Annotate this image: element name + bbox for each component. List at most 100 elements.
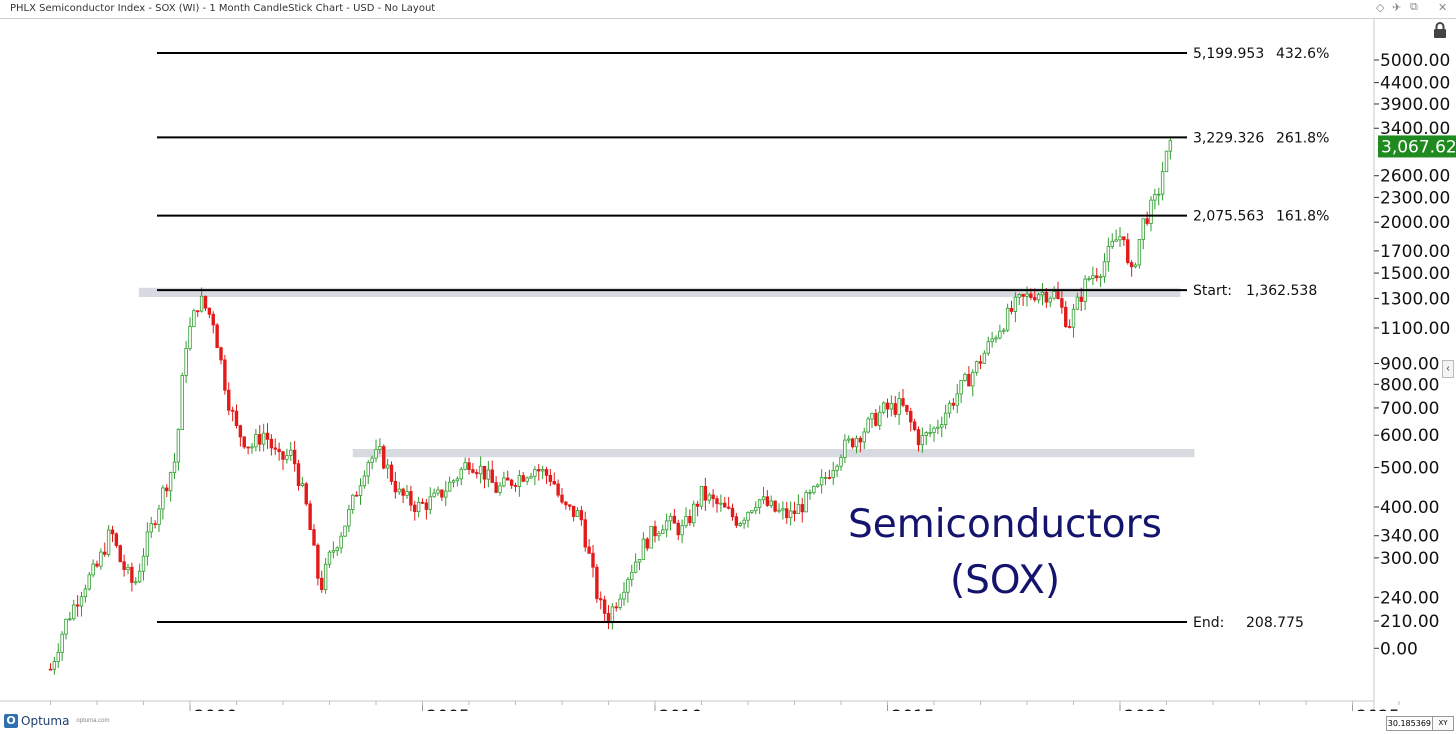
candle-body (246, 446, 250, 449)
candle (641, 532, 646, 560)
optuma-logo: O Optuma optuma.com (4, 714, 109, 728)
candle-body (316, 544, 320, 579)
support-zone-0 (138, 287, 1181, 298)
candle (909, 407, 913, 432)
candle (397, 481, 401, 495)
collapse-panel-button[interactable]: ‹ (1442, 360, 1454, 378)
candle (874, 408, 878, 427)
send-icon[interactable]: ✈ (1392, 2, 1402, 14)
candle (971, 369, 975, 397)
candle-body (362, 475, 367, 487)
candle-body (1133, 264, 1138, 268)
candle (951, 398, 956, 410)
candle-body (630, 571, 634, 580)
candle (1149, 196, 1153, 232)
candle-body (471, 469, 475, 473)
candle-body (83, 588, 88, 598)
candle-body (978, 361, 983, 364)
candle (878, 405, 882, 431)
candle (382, 444, 386, 470)
candle (897, 391, 901, 425)
candle (1160, 161, 1165, 201)
candle-body (48, 668, 53, 671)
candle (48, 663, 53, 671)
candle-body (382, 446, 386, 469)
candle (792, 501, 797, 522)
candle-body (99, 551, 103, 567)
candle (285, 448, 289, 464)
candle-body (75, 604, 80, 607)
candle (498, 481, 502, 496)
candle-body (719, 502, 723, 505)
window-title: PHLX Semiconductor Index - SOX (WI) - 1 … (10, 3, 436, 14)
candle (459, 466, 463, 486)
candle (986, 336, 990, 356)
candle (486, 461, 491, 488)
candle (172, 453, 177, 479)
lock-icon[interactable] (1432, 21, 1448, 39)
pin-icon[interactable]: ◇ (1376, 2, 1385, 14)
candle (684, 507, 688, 529)
candlestick-chart[interactable]: 5,199.953 432.6% 3,229.326 261.8% 2,075.563 1… (0, 19, 1456, 711)
candle-body (1044, 291, 1049, 303)
candle-body (587, 546, 591, 554)
candle-body (990, 338, 994, 343)
xy-toggle-button[interactable]: XY (1432, 716, 1454, 731)
support-zone-1 (352, 449, 1195, 458)
candle-body (467, 462, 471, 471)
candle-body (680, 525, 684, 536)
price-tick-label: 1300.00 (1380, 289, 1450, 309)
candle (928, 424, 932, 438)
candle (1129, 260, 1134, 277)
time-tick-label: 2020 (1124, 707, 1167, 711)
candle (149, 516, 153, 538)
candle-body (614, 606, 618, 609)
candle-body (649, 526, 653, 549)
level-value-0: 432.6% (1276, 46, 1329, 62)
price-tick-label: 340.00 (1380, 527, 1439, 547)
candle-body (1122, 236, 1126, 241)
candle (866, 416, 870, 434)
candle (79, 592, 84, 617)
candle-body (486, 469, 491, 480)
candle (300, 476, 305, 488)
candle (781, 501, 785, 520)
chart-annotation-line-2: (SOX) (950, 558, 1060, 603)
candle-body (947, 402, 952, 414)
level-label-0: 5,199.953 (1193, 46, 1264, 62)
candle-body (544, 469, 549, 476)
price-tick-label: 500.00 (1380, 458, 1439, 478)
candle-body (141, 555, 146, 572)
price-tick-label: 300.00 (1380, 549, 1439, 569)
candle (630, 564, 634, 587)
candle-body (618, 598, 622, 608)
close-window-icon[interactable]: ✕ (1438, 2, 1448, 14)
candle (633, 553, 638, 574)
candle (529, 472, 533, 480)
candle (52, 656, 57, 675)
candle-body (552, 481, 556, 485)
candle-body (1137, 239, 1142, 266)
candle (354, 491, 359, 497)
candle (599, 591, 603, 610)
candle-body (912, 421, 917, 430)
candle (947, 400, 952, 418)
time-tick-label: 2005 (427, 707, 470, 711)
candle-body (269, 438, 274, 449)
candle (537, 464, 541, 481)
candle-body (633, 561, 638, 573)
price-tick-label: 1700.00 (1380, 242, 1450, 262)
candle-body (1040, 291, 1045, 296)
candle (374, 439, 378, 463)
candle (959, 380, 963, 403)
candle-body (335, 547, 339, 552)
candle-body (602, 599, 607, 614)
candle-body (750, 510, 754, 513)
candle (447, 476, 452, 492)
candle-body (95, 563, 99, 567)
restore-window-icon[interactable]: ⧉ (1410, 1, 1418, 13)
candle-body (354, 494, 359, 497)
candle (1126, 233, 1130, 265)
candle (726, 496, 731, 510)
candle (746, 511, 750, 528)
